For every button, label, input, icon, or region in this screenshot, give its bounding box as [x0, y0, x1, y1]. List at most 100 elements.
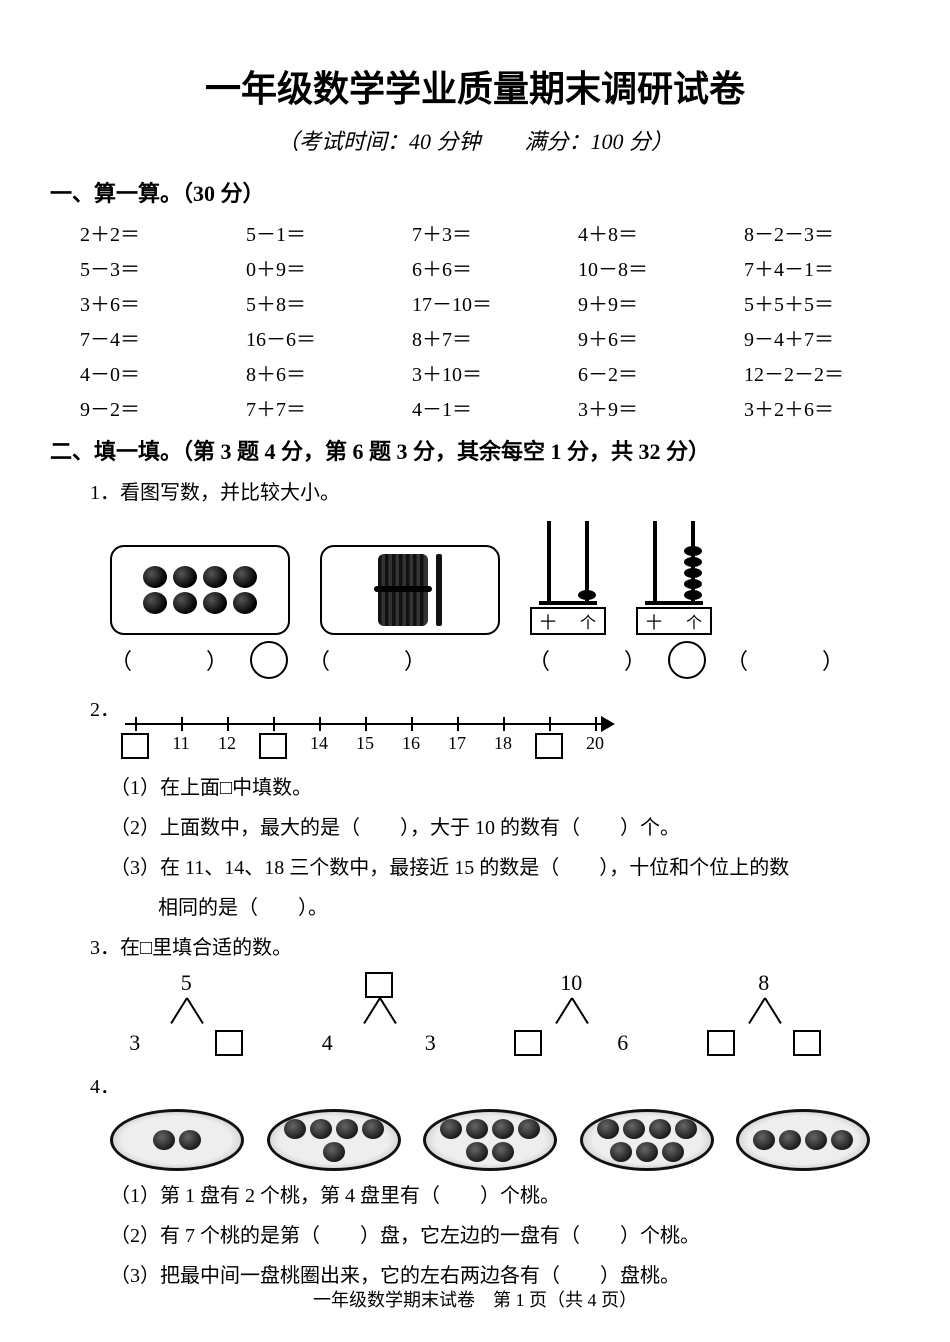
q1-blank4[interactable]: （ ）: [726, 644, 846, 676]
bond-blank-box[interactable]: [365, 972, 393, 998]
bond-value: 8: [758, 970, 769, 996]
bond-blank-box[interactable]: [514, 1030, 542, 1056]
plates-row: [110, 1109, 870, 1171]
numline-blank-box[interactable]: [259, 733, 287, 759]
q1-answer-row: （ ） （ ） （ ） （ ）: [110, 641, 900, 679]
calc-item: 12－2－2＝: [744, 358, 900, 387]
number-bond: 43: [304, 970, 454, 1060]
calc-item: 7－4＝: [80, 323, 236, 352]
q1-blank2[interactable]: （ ）: [308, 644, 428, 676]
bond-value: 6: [617, 1030, 628, 1056]
calc-item: 5＋8＝: [246, 288, 402, 317]
bond-value: 10: [560, 970, 582, 996]
q1-abacus2: 十 个: [636, 515, 712, 635]
peach-icon: [805, 1130, 827, 1150]
plate: [736, 1109, 870, 1171]
abacus2-ones-label: 个: [684, 609, 704, 633]
number-bonds-row: 5 3 43 10 6 8: [90, 970, 860, 1060]
q2-sub3a: （3）在 11、14、18 三个数中，最接近 15 的数是（ ），十位和个位上的…: [110, 851, 900, 885]
calc-item: 7＋3＝: [412, 218, 568, 247]
stick-icon: [436, 554, 442, 626]
calc-item: 5＋5＋5＝: [744, 288, 900, 317]
q1-label: 1．看图写数，并比较大小。: [50, 476, 900, 505]
q2-sub2: （2）上面数中，最大的是（ ），大于 10 的数有（ ）个。: [110, 811, 900, 845]
calc-item: 17－10＝: [412, 288, 568, 317]
q1-compare2[interactable]: [668, 641, 706, 679]
numline-label: 11: [172, 733, 189, 754]
calc-item: 8＋6＝: [246, 358, 402, 387]
number-bond: 10 6: [496, 970, 646, 1060]
bond-blank-box[interactable]: [793, 1030, 821, 1056]
calc-item: 10－8＝: [578, 253, 734, 282]
calc-item: 8＋7＝: [412, 323, 568, 352]
calc-item: 3＋6＝: [80, 288, 236, 317]
numline-blank-box[interactable]: [121, 733, 149, 759]
abacus1-ones-label: 个: [578, 609, 598, 633]
numline-blank-box[interactable]: [535, 733, 563, 759]
calc-item: 9－2＝: [80, 393, 236, 422]
peach-icon: [675, 1119, 697, 1139]
dot-icon: [173, 566, 197, 588]
plate: [580, 1109, 714, 1171]
calc-item: 5－1＝: [246, 218, 402, 247]
bond-value: 3: [129, 1030, 140, 1056]
peach-icon: [153, 1130, 175, 1150]
peach-icon: [492, 1119, 514, 1139]
abacus2-tens-label: 十: [644, 609, 664, 633]
peach-icon: [649, 1119, 671, 1139]
dot-icon: [143, 566, 167, 588]
abacus1-tens-label: 十: [538, 609, 558, 633]
bond-blank-box[interactable]: [215, 1030, 243, 1056]
calc-item: 7＋7＝: [246, 393, 402, 422]
bond-value: 5: [181, 970, 192, 996]
bead-icon: [684, 590, 702, 600]
q1-box2: [320, 545, 500, 635]
calc-item: 6－2＝: [578, 358, 734, 387]
plate: [267, 1109, 401, 1171]
page-title: 一年级数学学业质量期末调研试卷: [50, 60, 900, 112]
calc-item: 6＋6＝: [412, 253, 568, 282]
peach-icon: [610, 1142, 632, 1162]
page-subtitle: （考试时间：40 分钟 满分：100 分）: [50, 124, 900, 156]
dot-icon: [203, 566, 227, 588]
calc-item: 0＋9＝: [246, 253, 402, 282]
dot-icon: [173, 592, 197, 614]
plate: [423, 1109, 557, 1171]
numline-label: 17: [448, 733, 466, 754]
peach-icon: [492, 1142, 514, 1162]
q2-sub3b: 相同的是（ ）。: [158, 891, 900, 925]
q3-label: 3．在□里填合适的数。: [50, 931, 900, 960]
peach-icon: [779, 1130, 801, 1150]
calc-item: 4＋8＝: [578, 218, 734, 247]
peach-icon: [518, 1119, 540, 1139]
calc-item: 8－2－3＝: [744, 218, 900, 247]
calc-item: 2＋2＝: [80, 218, 236, 247]
bead-icon: [684, 557, 702, 567]
numline-label: 20: [586, 733, 604, 754]
q2-sub1: （1）在上面□中填数。: [110, 771, 900, 805]
peach-icon: [284, 1119, 306, 1139]
peach-icon: [636, 1142, 658, 1162]
calc-item: 4－1＝: [412, 393, 568, 422]
bead-icon: [578, 590, 596, 600]
q1-blank1[interactable]: （ ）: [110, 644, 230, 676]
peach-icon: [440, 1119, 462, 1139]
peach-icon: [336, 1119, 358, 1139]
peach-icon: [179, 1130, 201, 1150]
page-footer: 一年级数学期末试卷 第 1 页（共 4 页）: [0, 1286, 950, 1312]
numline-label: 15: [356, 733, 374, 754]
dot-icon: [233, 566, 257, 588]
number-line: 1112141516171820: [125, 711, 605, 751]
bond-blank-box[interactable]: [707, 1030, 735, 1056]
numline-label: 16: [402, 733, 420, 754]
q1-blank3[interactable]: （ ）: [528, 644, 648, 676]
peach-icon: [623, 1119, 645, 1139]
peach-icon: [662, 1142, 684, 1162]
q1-diagrams: 十 个 十 个: [110, 515, 900, 635]
q1-compare1[interactable]: [250, 641, 288, 679]
q1-box1: [110, 545, 290, 635]
peach-icon: [597, 1119, 619, 1139]
calc-item: 5－3＝: [80, 253, 236, 282]
calc-grid: 2＋2＝5－3＝3＋6＝7－4＝4－0＝9－2＝5－1＝0＋9＝5＋8＝16－6…: [50, 218, 900, 422]
peach-icon: [466, 1142, 488, 1162]
